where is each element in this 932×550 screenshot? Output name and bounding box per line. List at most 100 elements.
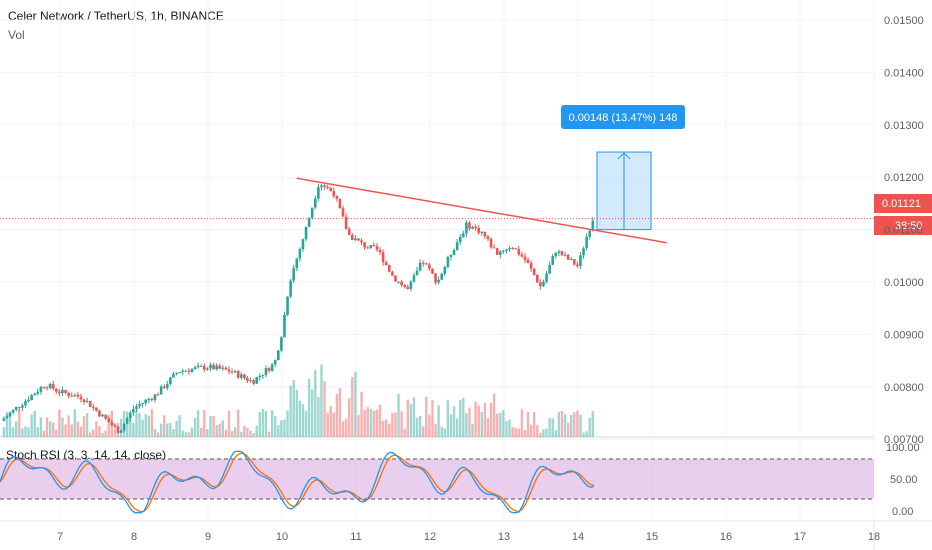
volume-bar — [18, 409, 21, 437]
volume-bar — [55, 429, 58, 437]
volume-bar — [526, 411, 530, 437]
volume-bar — [576, 410, 579, 437]
candle-body — [351, 234, 354, 241]
volume-bar — [172, 429, 175, 437]
volume-bar — [8, 414, 12, 437]
volume-bar — [529, 424, 533, 437]
candle-body — [412, 275, 416, 282]
candle-body — [178, 371, 181, 374]
volume-bar — [418, 415, 422, 437]
volume-bar — [304, 410, 308, 437]
volume-bar — [184, 432, 187, 437]
candle-body — [273, 359, 277, 365]
candle-body — [113, 425, 117, 427]
volume-bar — [159, 423, 163, 437]
candle-body — [415, 270, 419, 276]
time-tick-label: 11 — [350, 531, 361, 543]
volume-bar — [502, 410, 505, 437]
volume-bar — [141, 419, 144, 437]
volume-bar — [557, 411, 561, 437]
price-badge — [874, 194, 932, 213]
price-tick-label: 0.01300 — [884, 120, 924, 132]
candle-body — [480, 231, 484, 233]
volume-bar — [403, 428, 406, 437]
volume-bar — [64, 424, 67, 437]
volume-bar — [206, 429, 209, 437]
candle-body — [406, 286, 410, 289]
volume-bar — [468, 407, 471, 437]
measure-label: 0.00148 (13.47%) 148 — [569, 112, 678, 124]
candle-body — [301, 239, 305, 250]
candle-body — [421, 262, 425, 264]
candle-body — [403, 285, 407, 287]
candle-body — [529, 262, 533, 269]
candle-body — [462, 233, 465, 237]
volume-bar — [480, 411, 483, 437]
volume-bar — [406, 399, 409, 437]
candle-body — [125, 418, 129, 424]
volume-bar — [301, 404, 305, 437]
time-tick-label: 10 — [276, 531, 288, 543]
candle-body — [172, 373, 175, 378]
volume-bar — [425, 396, 428, 437]
volume-bar — [459, 400, 462, 437]
volume-bar — [591, 411, 594, 437]
candle-body — [554, 252, 558, 257]
candle-body — [150, 399, 154, 401]
price-tick-label: 0.00700 — [884, 434, 924, 446]
candle-body — [107, 418, 111, 423]
volume-bar — [452, 406, 456, 437]
volume-bar — [588, 417, 591, 437]
candle-body — [585, 236, 588, 249]
candle-body — [449, 254, 453, 257]
volume-bar — [520, 409, 524, 437]
volume-bar — [163, 415, 166, 437]
candle-body — [394, 275, 397, 282]
volume-bar — [489, 402, 493, 437]
candle-body — [116, 426, 120, 433]
volume-bar — [181, 430, 184, 437]
candle-body — [8, 412, 12, 417]
candle-body — [409, 281, 413, 289]
volume-bar — [283, 419, 286, 437]
candle-body — [471, 226, 474, 229]
candle-body — [326, 186, 329, 189]
price-tick-label: 0.01400 — [884, 67, 924, 79]
candle-body — [314, 198, 317, 208]
volume-bar — [440, 426, 443, 437]
volume-bar — [116, 431, 120, 437]
candle-body — [576, 264, 579, 266]
volume-bar — [153, 428, 157, 437]
candle-body — [199, 365, 203, 367]
volume-bar — [24, 426, 27, 437]
candle-body — [557, 251, 561, 253]
volume-bar — [545, 428, 548, 437]
candle-body — [58, 391, 61, 394]
candle-body — [30, 395, 33, 401]
volume-bar — [274, 416, 277, 437]
candle-body — [366, 247, 370, 249]
candle-body — [499, 251, 502, 255]
candle-body — [14, 407, 18, 410]
candle-body — [526, 259, 530, 263]
volume-bar — [196, 410, 200, 437]
volume-bar — [449, 414, 453, 437]
volume-bar — [243, 425, 246, 437]
volume-bar — [372, 410, 376, 437]
candle-body — [477, 228, 481, 233]
volume-bar — [147, 415, 150, 437]
stoch-tick-100: 100.00 — [886, 442, 920, 454]
volume-bar — [36, 427, 39, 437]
candle-body — [523, 256, 527, 260]
volume-bar — [307, 378, 311, 437]
stoch-band — [0, 459, 874, 499]
volume-bar — [85, 413, 89, 437]
candle-body — [119, 430, 123, 433]
volume-bar — [437, 405, 440, 437]
candle-body — [434, 273, 437, 283]
volume-bar — [240, 431, 243, 437]
candle-body — [489, 238, 493, 248]
candle-body — [431, 268, 434, 274]
volume-bar — [311, 389, 314, 437]
